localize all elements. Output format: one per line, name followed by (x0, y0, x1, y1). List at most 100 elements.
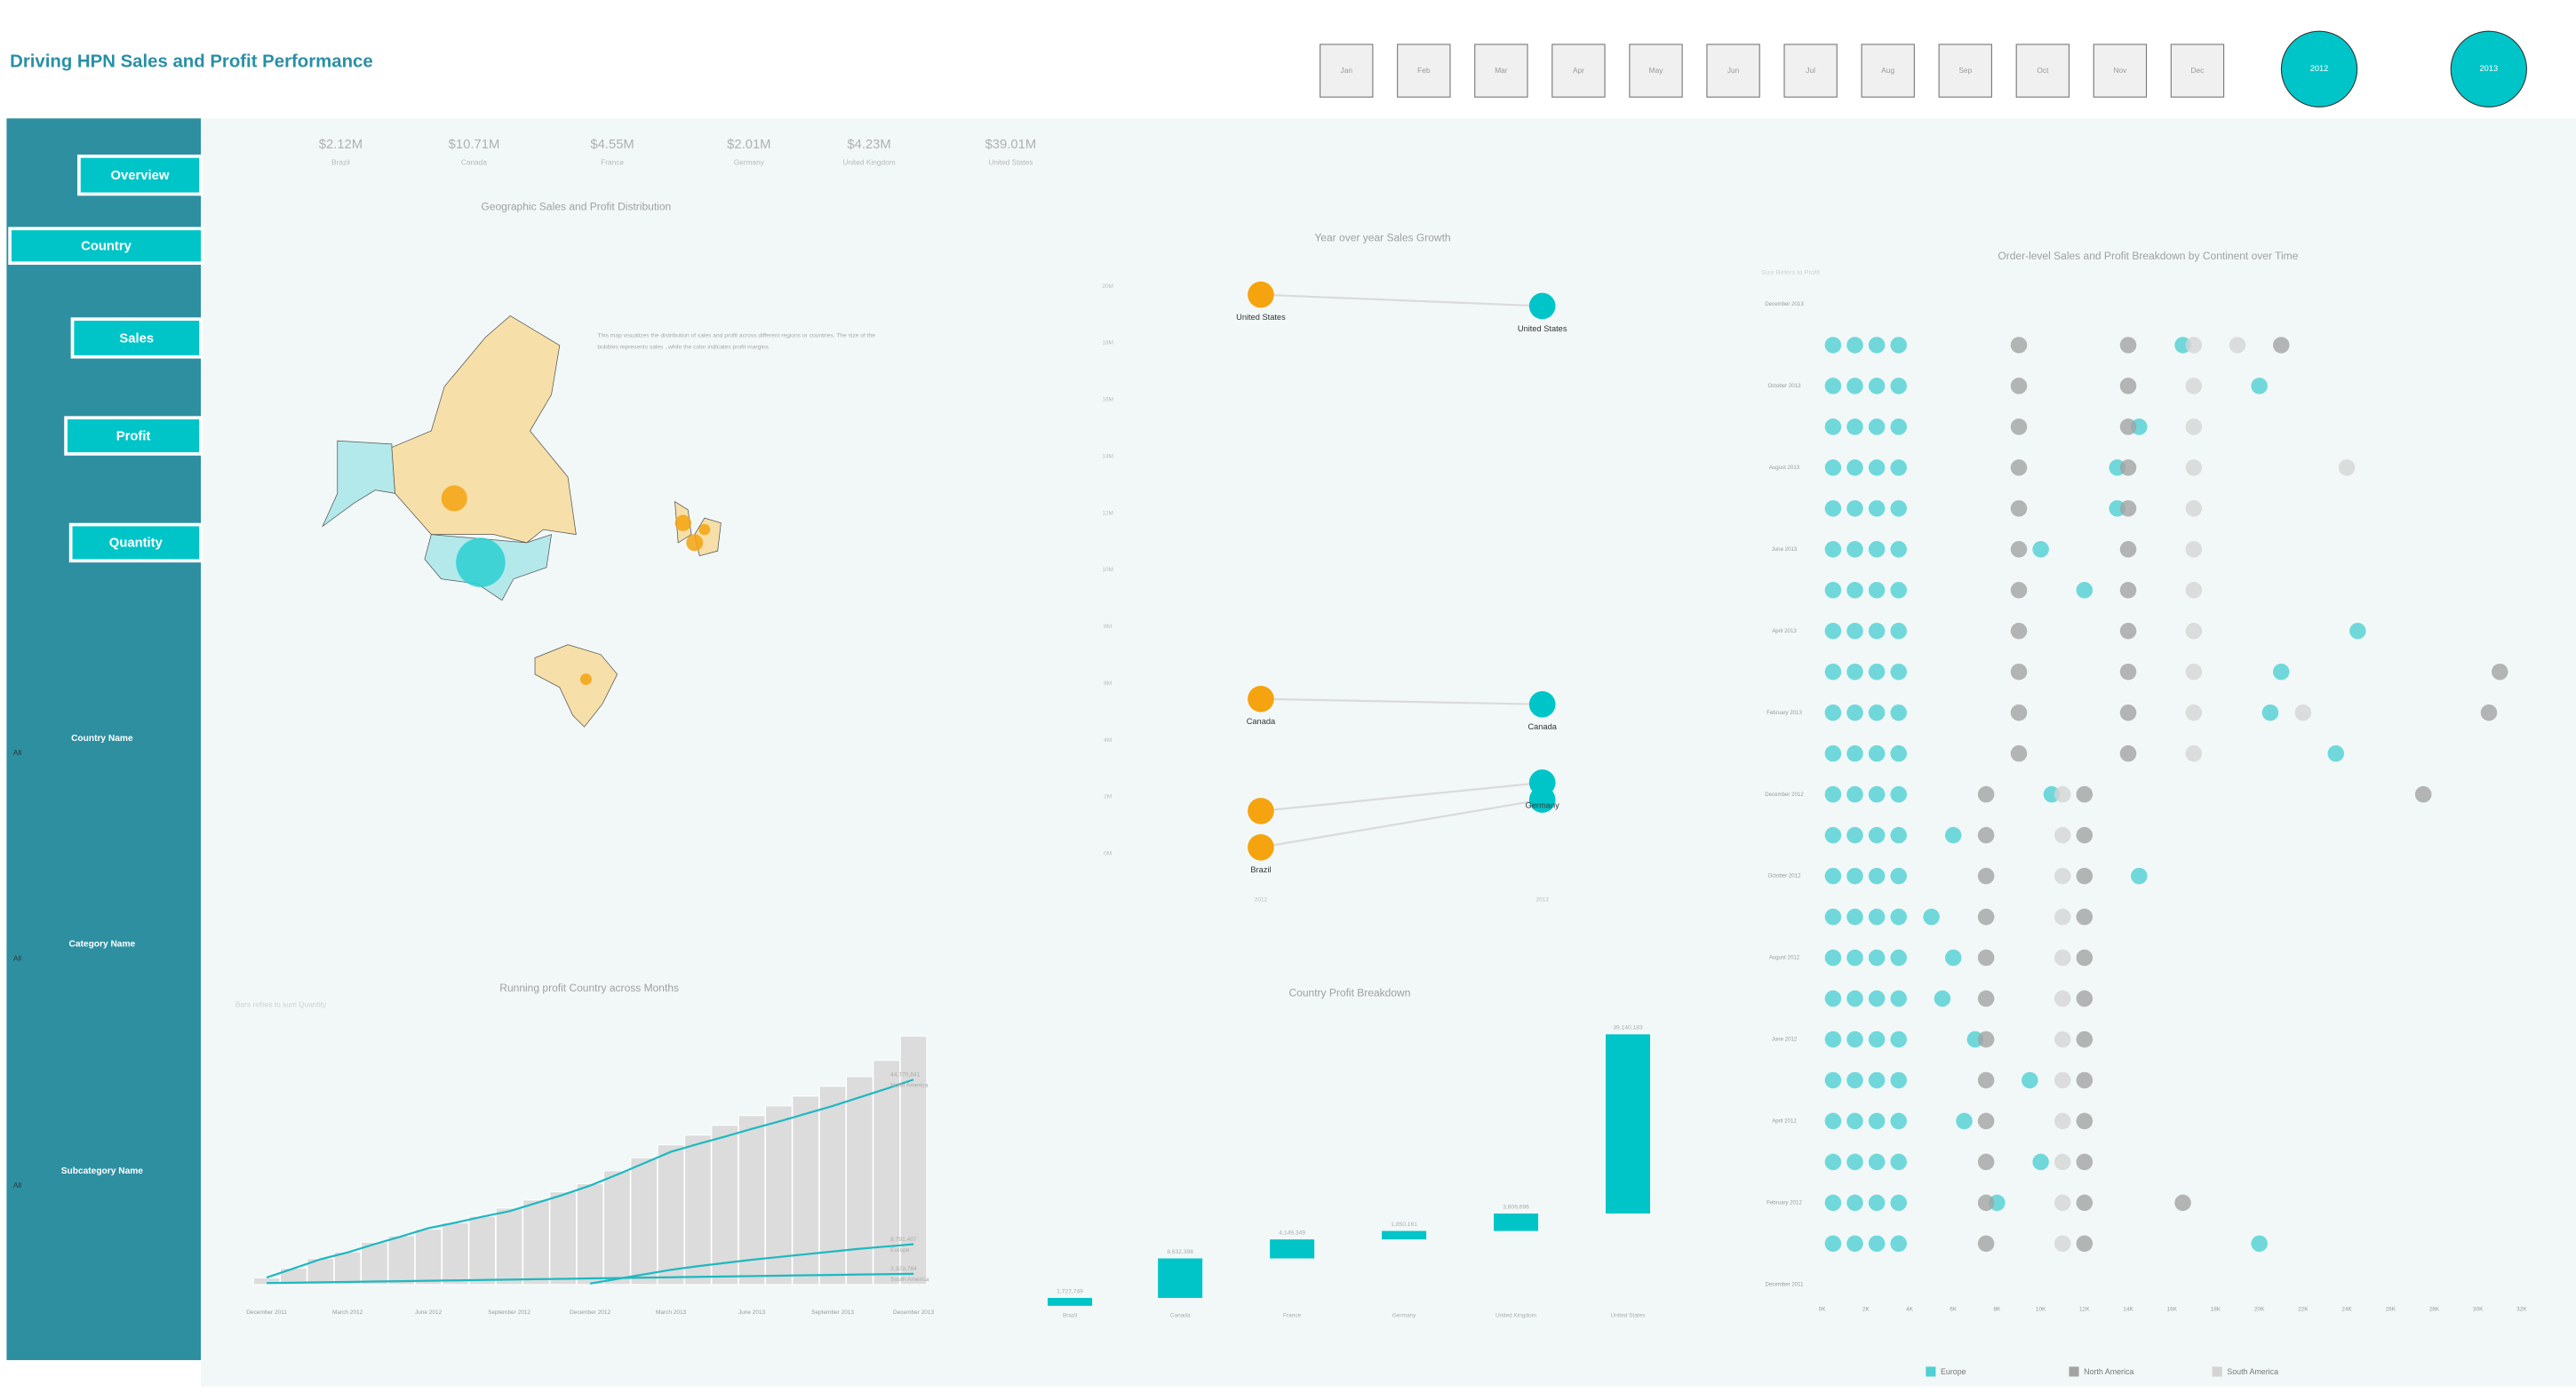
kpi-country: France (601, 157, 624, 166)
waterfall-bar (1270, 1239, 1315, 1259)
scatter-point (1977, 949, 1995, 967)
waterfall-bar (1158, 1258, 1203, 1298)
month-button[interactable] (1861, 44, 1915, 98)
scatter-point (1890, 1194, 1907, 1212)
nav-button[interactable] (8, 227, 204, 266)
scatter-point (1824, 704, 1842, 721)
y-tick-label: December 2011 (1765, 1281, 1804, 1287)
map-annotation: This map visualizes the distribution of … (597, 332, 875, 338)
scatter-point (2119, 459, 2137, 476)
scatter-point (1846, 704, 1863, 721)
scatter-point (1977, 1153, 1995, 1171)
scatter-point (1977, 1071, 1995, 1089)
scatter-point (1868, 623, 1886, 640)
scatter-point (1890, 541, 1907, 558)
filter-value: All (13, 1181, 21, 1190)
scatter-point (2054, 990, 2071, 1007)
scatter-point (2338, 459, 2356, 476)
scatter-point (2054, 1071, 2071, 1089)
quantity-bar (630, 1157, 658, 1286)
y-tick-label: December 2013 (1765, 301, 1804, 307)
month-label: Nov (2113, 66, 2127, 75)
scatter-point (2076, 785, 2093, 803)
month-button[interactable] (1397, 44, 1451, 98)
scatter-point (2010, 541, 2028, 558)
y-tick-label: April 2012 (1772, 1118, 1797, 1125)
nav-button[interactable] (64, 416, 203, 456)
nav-button[interactable] (70, 317, 203, 359)
map-bubble (698, 523, 711, 536)
quantity-bar (738, 1115, 766, 1286)
scatter-point (1846, 785, 1863, 803)
filter-value: All (13, 748, 21, 757)
month-button[interactable] (1783, 44, 1838, 98)
scatter-point (2076, 826, 2093, 844)
scatter-point (2174, 1194, 2191, 1212)
scatter-point (1868, 459, 1886, 476)
slope-line (1260, 781, 1543, 812)
scatter-point (2185, 378, 2203, 394)
quantity-bar (576, 1183, 604, 1286)
legend-swatch (1926, 1366, 1936, 1377)
scatter-point (1824, 623, 1842, 640)
month-button[interactable] (1938, 44, 1992, 98)
scatter-point (2185, 500, 2203, 517)
scatter-point (2076, 1031, 2093, 1048)
quantity-bar (522, 1199, 550, 1286)
scatter-point (1846, 541, 1863, 558)
month-button[interactable] (1474, 44, 1528, 98)
scatter-point (1890, 908, 1907, 926)
kpi-value: $2.01M (727, 138, 770, 152)
nav-button[interactable] (68, 522, 203, 563)
month-label: Aug (1881, 66, 1894, 75)
slope-line (1260, 697, 1543, 705)
scatter-point (2261, 704, 2279, 721)
legend-label: North America (2084, 1367, 2133, 1376)
x-tick-label: March 2013 (656, 1309, 687, 1316)
scatter-point (1890, 1153, 1907, 1171)
month-button[interactable] (1320, 44, 1374, 98)
scatter-point (1977, 785, 1995, 803)
scatter-point (1824, 785, 1842, 803)
month-button[interactable] (2170, 44, 2225, 98)
month-label: Mar (1495, 66, 1508, 75)
scatter-point (2054, 1031, 2071, 1048)
month-button[interactable] (2015, 44, 2070, 98)
y-tick-label: February 2012 (1767, 1199, 1802, 1206)
scatter-point (1824, 1031, 1842, 1048)
scatter-point (1868, 744, 1886, 762)
chart-title: Year over year Sales Growth (1314, 232, 1450, 244)
map-bubble (686, 534, 704, 552)
y-tick-label: 20M (1102, 283, 1113, 290)
x-tick-label: 26K (2385, 1306, 2396, 1312)
scatter-point (2010, 378, 2028, 394)
bar-value-label: 1,850,161 (1391, 1222, 1417, 1228)
y-tick-label: August 2013 (1769, 465, 1800, 471)
scatter-point (1824, 990, 1842, 1007)
scatter-point (1868, 1153, 1886, 1171)
profit-line (266, 1079, 914, 1279)
y-tick-label: 12M (1102, 510, 1113, 516)
legend-label: South America (2227, 1367, 2278, 1376)
nav-button[interactable] (77, 155, 203, 196)
scatter-point (1846, 867, 1863, 885)
scatter-point (1868, 908, 1886, 926)
x-tick-label: September 2013 (811, 1309, 854, 1316)
year-button[interactable] (2280, 30, 2358, 107)
nav-label: Sales (119, 331, 154, 346)
year-button[interactable] (2450, 30, 2527, 107)
month-button[interactable] (1706, 44, 1760, 98)
scatter-point (2185, 744, 2203, 762)
y-tick-label: 0M (1104, 851, 1112, 857)
month-button[interactable] (1629, 44, 1683, 98)
scatter-point (2119, 704, 2137, 721)
scatter-point (2294, 704, 2312, 721)
scatter-point (2054, 949, 2071, 967)
chart-subtitle: Bars reflies to sum Quantity (235, 999, 327, 1008)
nav-label: Country (81, 240, 132, 254)
month-label: Jan (1341, 66, 1353, 75)
scatter-point (1846, 623, 1863, 640)
month-button[interactable] (1551, 44, 1606, 98)
month-button[interactable] (2093, 44, 2148, 98)
scatter-point (1868, 949, 1886, 967)
